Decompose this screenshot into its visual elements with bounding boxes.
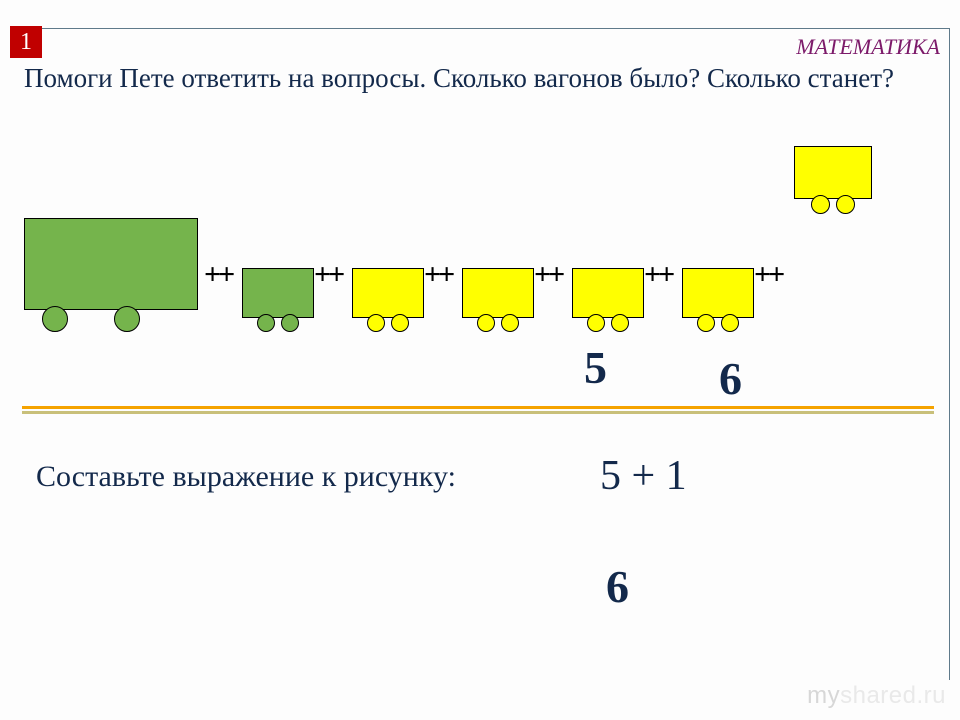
wagon-5-body (682, 268, 754, 318)
count-before: 5 (584, 341, 607, 394)
wagon-2-body (352, 268, 424, 318)
coupling-5: ++ (754, 258, 782, 292)
train-diagram: ++++++++++++ 5 6 (24, 146, 934, 386)
train-track: ++ ++ ++ ++ ++ ++ (24, 212, 934, 332)
count-after: 6 (719, 352, 742, 405)
extra-wagon (794, 146, 872, 214)
locomotive (24, 218, 198, 332)
wheel-icon (587, 314, 605, 332)
wagon-5 (682, 268, 754, 332)
coupling-2: ++ (424, 258, 452, 292)
section-divider (22, 406, 934, 414)
subject-label: МАТЕМАТИКА (796, 34, 940, 60)
wagon-3-body (462, 268, 534, 318)
wheel-icon (501, 314, 519, 332)
watermark-b: shared (840, 682, 916, 709)
coupling-1: ++ (314, 258, 342, 292)
extra-wagon-body (794, 146, 872, 199)
wagon-2-wheels (352, 314, 424, 332)
coupling-3: ++ (534, 258, 562, 292)
watermark: myshared.ru (807, 682, 946, 710)
wheel-icon (721, 314, 739, 332)
watermark-a: my (807, 682, 840, 709)
wagon-4-wheels (572, 314, 644, 332)
locomotive-wheels (24, 306, 198, 332)
question-text: Помоги Пете ответить на вопросы. Сколько… (24, 62, 924, 96)
expression-answer: 6 (606, 560, 629, 613)
wheel-icon (611, 314, 629, 332)
wheel-icon (697, 314, 715, 332)
extra-wagon (794, 146, 872, 214)
wagon-1 (242, 268, 314, 332)
wagon-1-wheels (242, 314, 314, 332)
wagon-3-wheels (462, 314, 534, 332)
wagon-2 (352, 268, 424, 332)
watermark-c: .ru (916, 682, 946, 709)
wagon-3 (462, 268, 534, 332)
locomotive-body (24, 218, 198, 310)
coupling-0: ++ (204, 258, 232, 292)
wheel-icon (281, 314, 299, 332)
wagon-4 (572, 268, 644, 332)
wheel-icon (477, 314, 495, 332)
wagon-1-body (242, 268, 314, 318)
wheel-icon (114, 306, 140, 332)
page-number-badge: 1 (10, 26, 42, 58)
wagon-5-wheels (682, 314, 754, 332)
wheel-icon (42, 306, 68, 332)
task-prompt: Составьте выражение к рисунку: (36, 460, 456, 494)
expression: 5 + 1 (600, 452, 687, 500)
coupling-4: ++ (644, 258, 672, 292)
wheel-icon (257, 314, 275, 332)
wheel-icon (391, 314, 409, 332)
wheel-icon (367, 314, 385, 332)
wagon-4-body (572, 268, 644, 318)
